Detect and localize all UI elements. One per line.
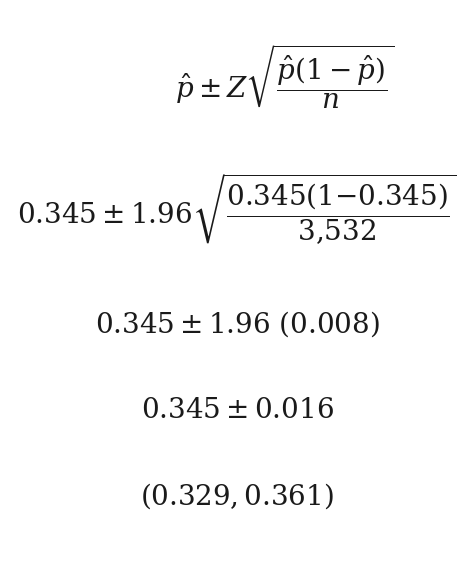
Text: $(0.329, 0.361)$: $(0.329, 0.361)$ [140, 482, 334, 511]
Text: $0.345 \pm 1.96\ (0.008)$: $0.345 \pm 1.96\ (0.008)$ [95, 309, 379, 339]
Text: $0.345 \pm 0.016$: $0.345 \pm 0.016$ [141, 397, 333, 424]
Text: $0.345 \pm 1.96\sqrt{\dfrac{0.345(1{-}0.345)}{3{,}532}}$: $0.345 \pm 1.96\sqrt{\dfrac{0.345(1{-}0.… [17, 172, 457, 247]
Text: $\hat{p} \pm Z\sqrt{\dfrac{\hat{p}(1 - \hat{p})}{n}}$: $\hat{p} \pm Z\sqrt{\dfrac{\hat{p}(1 - \… [175, 43, 394, 112]
